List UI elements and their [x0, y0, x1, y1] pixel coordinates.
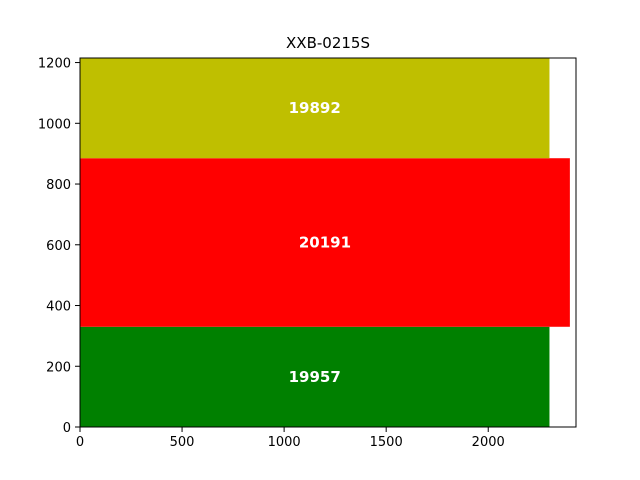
y-tick-label: 0: [63, 421, 71, 436]
x-tick-label: 2000: [472, 435, 505, 450]
y-tick-label: 1200: [38, 57, 71, 72]
axes-group: 0 500 1000 1500 2000 0 200 400 600 800 1000 1200: [38, 57, 577, 450]
y-tick-label: 1000: [38, 117, 71, 132]
bars-group: [80, 58, 570, 427]
x-tick-label: 1000: [268, 435, 301, 450]
y-tick-label: 200: [46, 360, 71, 375]
bar-value-label: 20191: [299, 234, 351, 252]
plot-frame: [79, 57, 577, 428]
x-tick-label: 500: [170, 435, 195, 450]
chart-title: XXB-0215S: [286, 34, 370, 52]
bar-value-label: 19892: [289, 99, 341, 117]
bar-value-label: 19957: [289, 368, 341, 386]
y-tick-label: 400: [46, 300, 71, 315]
y-tick-label: 800: [46, 178, 71, 193]
bar-labels-group: 19957 20191 19892: [289, 99, 351, 386]
y-tick-label: 600: [46, 239, 71, 254]
bar-0: [80, 326, 550, 427]
x-tick-label: 1500: [370, 435, 403, 450]
bar-2: [80, 58, 550, 159]
bar-1: [80, 158, 570, 327]
x-tick-label: 0: [76, 435, 84, 450]
